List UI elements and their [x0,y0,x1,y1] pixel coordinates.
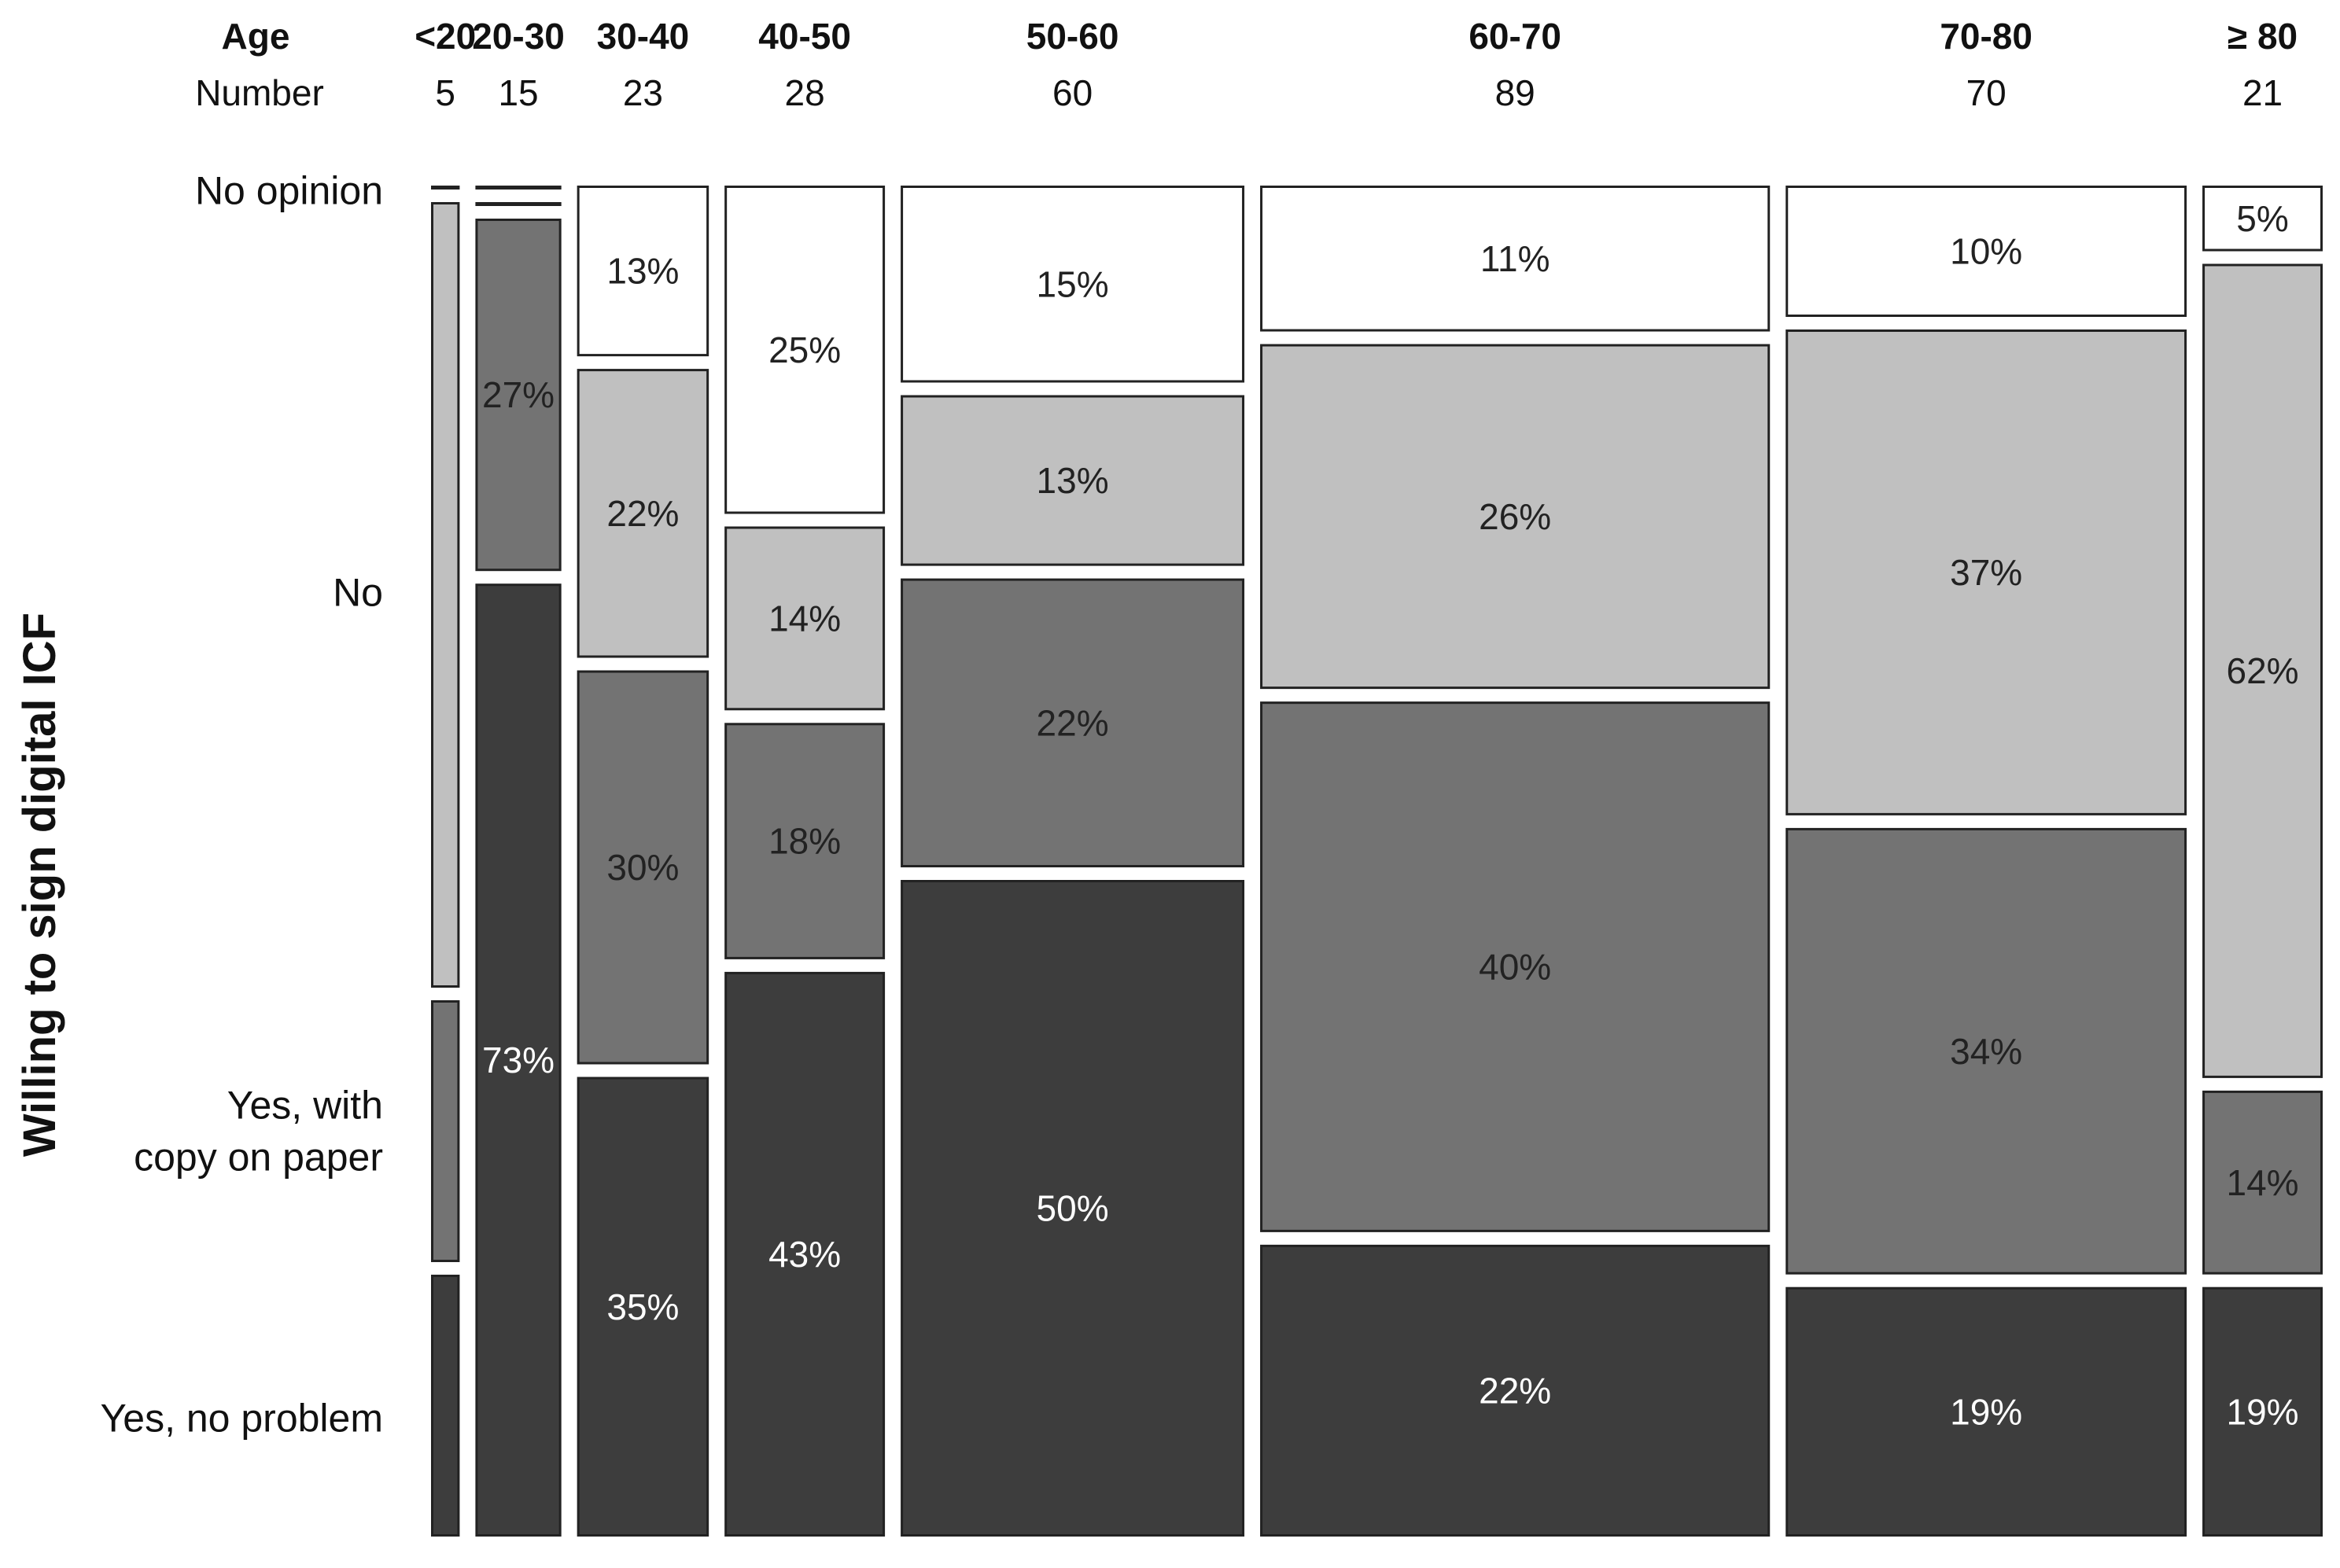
segment-age-20-30-1 [475,202,562,206]
segment-age-60-70-2 [1260,701,1771,1232]
data-label-age-80-plus-3: 19% [2226,1391,2298,1432]
segment-age-60-70-0 [1260,186,1771,332]
data-label-age-50-60-0: 15% [1037,263,1109,304]
segment-age-20-under-1 [431,202,460,988]
data-label-age-60-70-0: 11% [1480,238,1550,279]
count-label-age-20-30: 15 [498,72,538,113]
segment-age-20-30-3 [475,583,562,1537]
segment-age-70-80-1 [1785,329,2187,815]
data-label-age-50-60-1: 13% [1037,460,1109,501]
segment-age-20-under-0 [431,186,460,190]
data-label-age-20-30-2: 27% [482,374,555,415]
data-label-age-70-80-1: 37% [1950,552,2022,593]
data-label-age-30-40-1: 22% [606,493,679,534]
segment-age-20-under-3 [431,1275,460,1537]
data-label-age-70-80-2: 34% [1950,1031,2022,1072]
count-label-age-80-plus: 21 [2242,72,2283,113]
tick-label-age-20-30: 20-30 [472,16,565,57]
segment-age-80-plus-0 [2202,186,2323,252]
data-label-age-40-50-3: 43% [768,1234,841,1275]
segment-age-70-80-3 [1785,1286,2187,1537]
segment-age-20-30-2 [475,219,562,572]
count-label-age-60-70: 89 [1495,72,1535,113]
data-label-age-30-40-2: 30% [606,847,679,888]
segment-age-40-50-2 [724,723,886,959]
category-label-0: No opinion [195,169,383,213]
segment-age-20-under-2 [431,1000,460,1262]
count-label-age-20-under: 5 [435,72,455,113]
data-label-age-70-80-3: 19% [1950,1391,2022,1432]
y-axis-title: Willing to sign digital ICF [14,613,65,1157]
tick-label-age-40-50: 40-50 [758,16,851,57]
tick-label-age-20-under: <20 [415,16,476,57]
data-label-age-60-70-3: 22% [1479,1370,1551,1411]
data-label-age-40-50-1: 14% [768,598,841,639]
segment-age-70-80-2 [1785,827,2187,1275]
number-header-label: Number [195,72,324,113]
data-label-age-30-40-3: 35% [606,1286,679,1327]
data-label-age-40-50-2: 18% [768,821,841,862]
segment-age-30-40-0 [577,186,709,357]
segment-age-80-plus-2 [2202,1090,2323,1275]
data-label-age-40-50-0: 25% [768,329,841,370]
segment-age-50-60-3 [901,880,1245,1537]
data-label-age-70-80-0: 10% [1950,231,2022,272]
data-label-age-80-plus-2: 14% [2226,1162,2298,1203]
segment-age-60-70-3 [1260,1244,1771,1537]
segment-age-50-60-0 [901,186,1245,383]
count-label-age-50-60: 60 [1052,72,1093,113]
segment-age-50-60-1 [901,395,1245,566]
data-label-age-80-plus-1: 62% [2226,650,2298,691]
category-label-2: Yes, with copy on paper [134,1084,383,1180]
tick-label-age-50-60: 50-60 [1026,16,1119,57]
tick-label-age-60-70: 60-70 [1468,16,1561,57]
data-label-age-30-40-0: 13% [606,251,679,292]
data-label-age-60-70-1: 26% [1479,496,1551,537]
category-label-1: No [333,571,383,615]
data-label-age-50-60-3: 50% [1037,1188,1109,1229]
segment-age-30-40-1 [577,369,709,658]
plot-area: 27% 73% 13% 22% 30% 35% 25% 14% 18% 43% 15% 13% 22% 5… [431,186,2323,1537]
count-label-age-70-80: 70 [1966,72,2007,113]
age-header-label: Age [222,16,290,57]
segment-age-40-50-1 [724,526,886,711]
category-labels: No opinion No Yes, with copy on paper Yes, n… [101,169,384,1441]
segment-age-40-50-0 [724,186,886,514]
segment-age-80-plus-1 [2202,263,2323,1078]
segment-age-70-80-0 [1785,186,2187,317]
segment-age-20-30-0 [475,186,562,190]
tick-label-age-80-plus: ≥ 80 [2228,16,2298,57]
count-label-age-30-40: 23 [623,72,663,113]
category-label-3: Yes, no problem [101,1397,384,1441]
tick-label-age-70-80: 70-80 [1940,16,2032,57]
segment-age-40-50-3 [724,971,886,1537]
data-label-age-20-30-3: 73% [482,1040,555,1080]
segment-age-30-40-2 [577,670,709,1065]
tick-label-age-30-40: 30-40 [597,16,690,57]
data-label-age-80-plus-0: 5% [2236,198,2288,239]
data-label-age-60-70-2: 40% [1479,947,1551,988]
segment-age-60-70-1 [1260,344,1771,690]
segment-age-50-60-2 [901,578,1245,867]
column-headers: <20 5 20-30 15 30-40 23 40-50 28 50-60 60 60-70 89 7… [415,16,2298,113]
data-label-age-50-60-2: 22% [1037,702,1109,743]
count-label-age-40-50: 28 [785,72,825,113]
segment-age-80-plus-3 [2202,1286,2323,1537]
segment-age-30-40-3 [577,1077,709,1537]
